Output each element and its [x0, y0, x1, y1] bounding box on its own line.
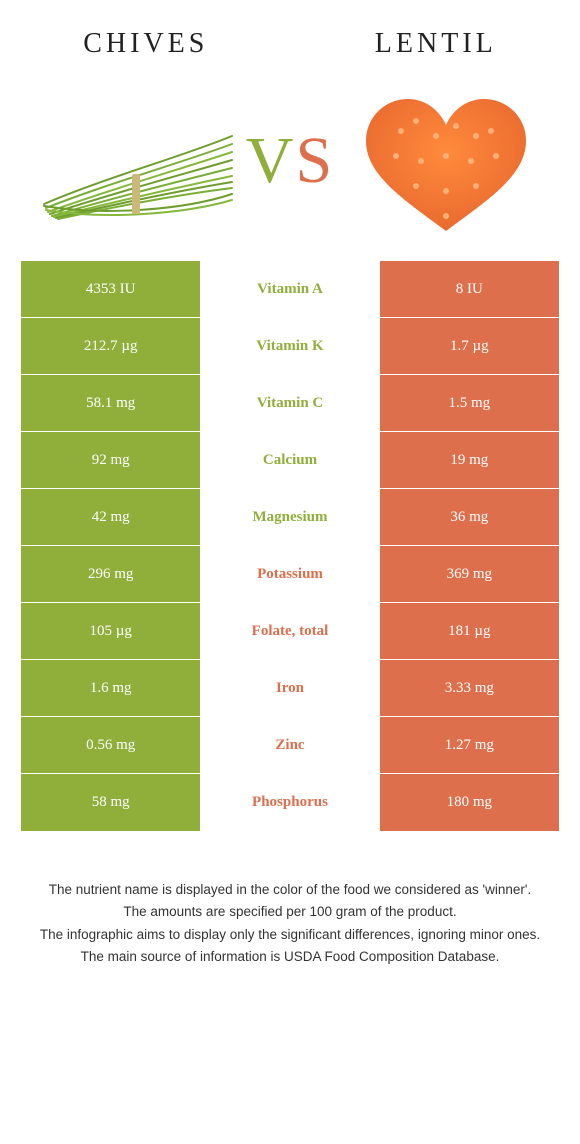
nutrient-name: Calcium	[200, 432, 379, 488]
footnote-line: The amounts are specified per 100 gram o…	[30, 902, 550, 922]
left-value: 58.1 mg	[21, 375, 200, 431]
nutrient-name: Folate, total	[200, 603, 379, 659]
nutrient-name: Zinc	[200, 717, 379, 773]
nutrient-name: Vitamin C	[200, 375, 379, 431]
right-value: 3.33 mg	[380, 660, 559, 716]
table-row: 4353 IUVitamin A8 IU	[21, 261, 559, 318]
left-value: 42 mg	[21, 489, 200, 545]
right-value: 181 µg	[380, 603, 559, 659]
right-value: 1.5 mg	[380, 375, 559, 431]
table-row: 296 mgPotassium369 mg	[21, 546, 559, 603]
right-value: 1.27 mg	[380, 717, 559, 773]
footnote-line: The nutrient name is displayed in the co…	[30, 880, 550, 900]
table-row: 212.7 µgVitamin K1.7 µg	[21, 318, 559, 375]
table-row: 105 µgFolate, total181 µg	[21, 603, 559, 660]
right-value: 19 mg	[380, 432, 559, 488]
left-value: 105 µg	[21, 603, 200, 659]
left-food-title: Chives	[83, 28, 208, 60]
right-food-title: Lentil	[375, 28, 497, 60]
nutrient-name: Vitamin A	[200, 261, 379, 317]
right-value: 369 mg	[380, 546, 559, 602]
nutrient-name: Phosphorus	[200, 774, 379, 831]
left-value: 1.6 mg	[21, 660, 200, 716]
footnote-line: The infographic aims to display only the…	[30, 925, 550, 945]
vs-v: V	[246, 124, 296, 197]
table-row: 0.56 mgZinc1.27 mg	[21, 717, 559, 774]
comparison-infographic: Chives Lentil	[0, 0, 580, 967]
left-value: 0.56 mg	[21, 717, 200, 773]
nutrient-table: 4353 IUVitamin A8 IU212.7 µgVitamin K1.7…	[20, 260, 560, 832]
nutrient-name: Iron	[200, 660, 379, 716]
right-value: 8 IU	[380, 261, 559, 317]
footnote-line: The main source of information is USDA F…	[30, 947, 550, 967]
table-row: 92 mgCalcium19 mg	[21, 432, 559, 489]
table-row: 1.6 mgIron3.33 mg	[21, 660, 559, 717]
right-value: 180 mg	[380, 774, 559, 831]
hero-row: VS	[0, 68, 580, 260]
left-value: 58 mg	[21, 774, 200, 831]
left-value: 212.7 µg	[21, 318, 200, 374]
titles-row: Chives Lentil	[0, 0, 580, 68]
vs-s: S	[295, 124, 334, 197]
left-value: 92 mg	[21, 432, 200, 488]
footnotes: The nutrient name is displayed in the co…	[30, 880, 550, 967]
table-row: 58.1 mgVitamin C1.5 mg	[21, 375, 559, 432]
lentil-image	[346, 86, 546, 236]
table-row: 42 mgMagnesium36 mg	[21, 489, 559, 546]
right-value: 1.7 µg	[380, 318, 559, 374]
right-value: 36 mg	[380, 489, 559, 545]
nutrient-name: Potassium	[200, 546, 379, 602]
left-value: 4353 IU	[21, 261, 200, 317]
vs-label: VS	[246, 123, 334, 199]
nutrient-name: Vitamin K	[200, 318, 379, 374]
table-row: 58 mgPhosphorus180 mg	[21, 774, 559, 831]
nutrient-name: Magnesium	[200, 489, 379, 545]
left-value: 296 mg	[21, 546, 200, 602]
chives-image	[34, 86, 234, 236]
